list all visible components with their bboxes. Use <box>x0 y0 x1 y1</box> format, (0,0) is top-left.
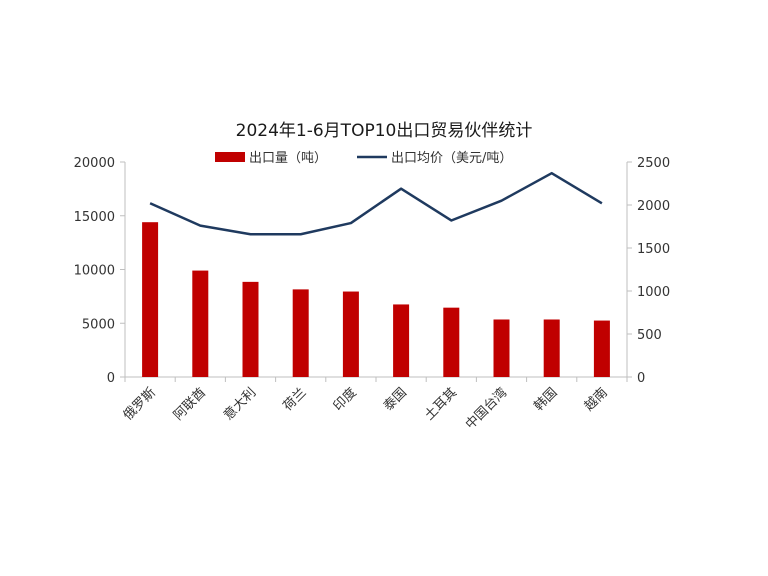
price-series-line <box>149 171 603 236</box>
category-label: 俄罗斯 <box>121 385 159 423</box>
y-right-tick-label: 1000 <box>637 285 670 300</box>
chart-title: 2024年1-6月TOP10出口贸易伙伴统计 <box>236 121 533 141</box>
bar <box>493 319 510 377</box>
bar <box>342 291 359 377</box>
y-left-tick-label: 20000 <box>74 156 115 171</box>
bar <box>543 319 560 377</box>
bar <box>593 320 610 377</box>
category-label: 印度 <box>330 385 360 415</box>
y-right-tick-label: 2000 <box>637 199 670 214</box>
category-label: 阿联酋 <box>170 385 209 424</box>
y-left-tick-label: 10000 <box>74 264 115 279</box>
y-right-tick-label: 500 <box>637 328 662 343</box>
y-left-tick-label: 15000 <box>74 210 115 225</box>
category-label: 荷兰 <box>281 385 310 414</box>
bar <box>292 289 309 377</box>
legend-swatch-volume <box>215 152 245 162</box>
category-label: 越南 <box>581 385 611 415</box>
legend-label-price: 出口均价（美元/吨） <box>391 151 512 166</box>
axes: 0 5000 10000 15000 20000 0 500 1000 1500 2000 2500 <box>74 156 670 386</box>
y-right-tick-label: 2500 <box>637 156 670 171</box>
category-label: 泰国 <box>381 385 410 414</box>
bar <box>443 307 460 377</box>
category-label: 土耳其 <box>422 385 460 423</box>
bar <box>242 281 259 377</box>
category-label: 中国台湾 <box>462 385 510 433</box>
y-right-tick-label: 0 <box>637 371 645 386</box>
category-label: 意大利 <box>220 385 259 424</box>
y-right-tick-label: 1500 <box>637 242 670 257</box>
legend: 出口量（吨） 出口均价（美元/吨） <box>215 151 512 166</box>
y-left-tick-label: 5000 <box>82 317 115 332</box>
legend-label-volume: 出口量（吨） <box>249 151 327 166</box>
category-label: 韩国 <box>532 385 561 414</box>
bar <box>192 270 209 377</box>
bar <box>393 304 410 377</box>
price-line <box>149 171 603 236</box>
y-left-tick-label: 0 <box>107 371 115 386</box>
bars <box>142 222 610 377</box>
category-labels: 俄罗斯 阿联酋 意大利 荷兰 印度 泰国 土耳其 中国台湾 韩国 越南 <box>121 385 611 433</box>
bar <box>142 222 159 377</box>
